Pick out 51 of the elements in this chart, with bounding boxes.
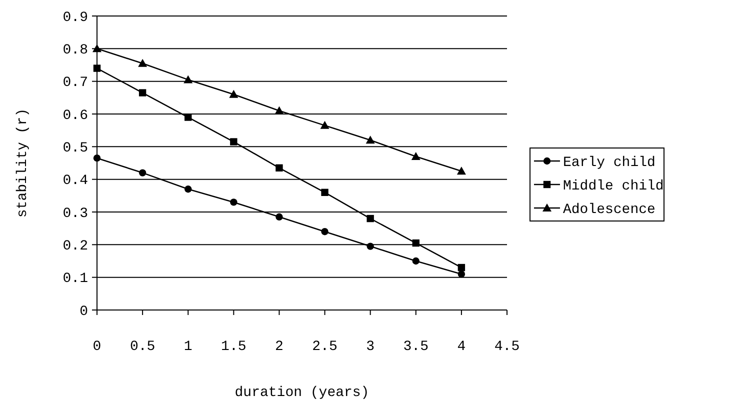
point: [276, 164, 283, 172]
point: [412, 239, 420, 247]
point: [321, 188, 328, 196]
point: [456, 166, 466, 175]
point: [229, 90, 238, 98]
y-tick-label: 0.7: [62, 75, 88, 92]
point: [93, 64, 101, 72]
point: [230, 198, 238, 206]
point: [138, 89, 146, 96]
legend-label: Early child: [563, 154, 656, 171]
point: [184, 114, 192, 121]
x-tick-label: 4: [457, 339, 466, 355]
x-tick-label: 1: [184, 339, 192, 355]
x-tick-label: 2.5: [312, 339, 338, 355]
point: [366, 214, 374, 222]
point: [138, 169, 146, 176]
x-axis-title: duration (years): [234, 385, 370, 401]
point: [276, 213, 283, 220]
x-tick-label: 3: [366, 339, 375, 355]
point: [230, 138, 238, 146]
y-tick-label: 0.4: [62, 173, 88, 190]
x-tick-label: 0: [92, 339, 102, 355]
y-tick-label: 0.2: [62, 238, 88, 255]
y-axis-title: stability (r): [15, 108, 31, 218]
point: [458, 264, 466, 272]
y-tick-label: 0.8: [62, 42, 88, 59]
x-tick-label: 4.5: [494, 339, 520, 355]
point: [321, 228, 328, 236]
point: [366, 136, 375, 144]
point: [184, 186, 192, 193]
point: [93, 154, 101, 162]
x-tick-label: 3.5: [403, 339, 428, 355]
point: [411, 152, 420, 160]
x-tick-label: 1.5: [221, 339, 246, 355]
point: [366, 242, 374, 250]
y-tick-label: 0.5: [62, 140, 88, 157]
y-tick-label: 0.1: [62, 271, 88, 288]
point: [274, 106, 284, 114]
x-tick-label: 0.5: [130, 339, 156, 355]
x-tick-label: 2: [275, 339, 284, 355]
point: [320, 120, 330, 129]
legend-label: Adolescence: [563, 202, 656, 218]
y-tick-label: 0: [80, 304, 88, 320]
legend-label: Middle child: [563, 178, 664, 194]
y-tick-label: 0.3: [62, 206, 88, 222]
point: [184, 75, 193, 84]
y-tick-label: 0.9: [62, 10, 88, 26]
point: [138, 58, 148, 67]
point: [412, 257, 420, 265]
y-tick-label: 0.6: [62, 108, 88, 124]
point: [458, 270, 466, 278]
